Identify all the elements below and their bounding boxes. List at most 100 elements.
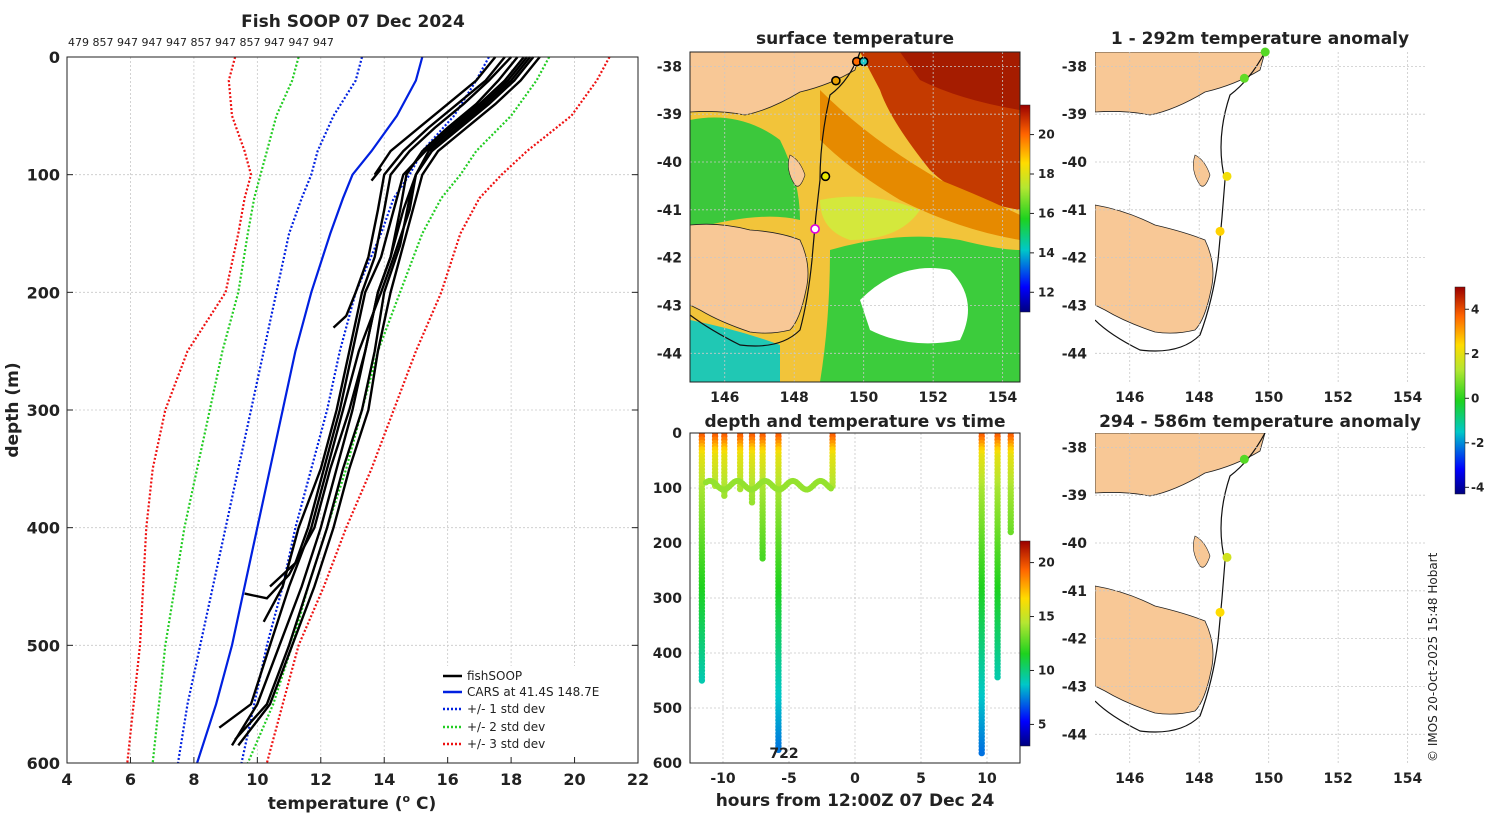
sst-panel: surface temperature 146 148 150 152 154 -38 -3…	[657, 29, 1055, 406]
sst-ytick-label: -44	[657, 346, 683, 362]
credit-text: © IMOS 20-Oct-2025 15:48 Hobart	[1426, 552, 1440, 762]
profile-ticks: 4 6 8 10 12 14 16 18 20 22 0 100 200 300 400 500 600	[27, 48, 650, 789]
timeseries-cast-point	[978, 749, 985, 757]
sst-yellowgreen-patch	[820, 196, 920, 240]
anomaly-colorbar	[1454, 286, 1466, 495]
sst-shelf-contour	[690, 52, 861, 347]
profile-ytick-label: 600	[27, 754, 60, 773]
timeseries-xtick-label: 0	[850, 771, 860, 787]
anomaly1-grid	[1095, 52, 1425, 382]
sst-ytick-label: -38	[657, 59, 682, 75]
sst-ytick-label: -43	[657, 298, 682, 314]
timeseries-colorbar-label: 5	[1038, 717, 1046, 731]
fishsoop-profile-line	[332, 56, 506, 329]
anomaly2-grid	[1095, 433, 1425, 763]
sst-cyan-south	[690, 320, 780, 382]
timeseries-annotation: 722	[769, 746, 798, 762]
timeseries-ytick-label: 0	[672, 426, 682, 442]
profile-ylabel: depth (m)	[3, 362, 23, 457]
sst-ytick-label: -41	[657, 203, 682, 219]
anomaly1-xtick-label: 150	[1254, 390, 1283, 406]
sst-colorbar-label: 16	[1038, 206, 1055, 220]
profile-xtick-label: 12	[310, 770, 332, 789]
profile-xtick-label: 8	[188, 770, 199, 789]
anomaly1-anomaly-point	[1239, 73, 1249, 83]
sst-ticks: 146 148 150 152 154 -38 -39 -40 -41 -42 -43 -44	[657, 59, 1018, 406]
std1-low-line	[176, 56, 364, 764]
legend-label-std1: +/- 1 std dev	[467, 702, 545, 716]
timeseries-xtick-label: -10	[710, 771, 736, 787]
anomaly-colorbar-label: 2	[1471, 347, 1479, 361]
sst-grid	[690, 52, 1020, 382]
std2-low-line	[151, 56, 300, 764]
anomaly1-land-tasmania	[1095, 204, 1214, 334]
timeseries-ytick-label: 600	[653, 756, 682, 772]
profile-xtick-label: 18	[500, 770, 522, 789]
anomaly2-land-flinders	[1193, 535, 1211, 568]
anomaly-colorbar-label: -4	[1471, 480, 1484, 494]
timeseries-panel: depth and temperature vs time -10 -5 0 5 100…	[653, 412, 1055, 811]
timeseries-xtick-label: 10	[977, 771, 997, 787]
profile-xtick-label: 22	[627, 770, 649, 789]
anomaly-colorbar-label: 4	[1471, 302, 1479, 316]
std3-low-line	[126, 56, 253, 764]
anomaly1-ticks: 146 148 150 152 154 -38 -39 -40 -41 -42 -43 -44	[1062, 59, 1423, 406]
anomaly1-shelf-contour	[1095, 52, 1266, 352]
anomaly2-ytick-label: -44	[1062, 727, 1088, 743]
anomaly2-anomaly-point	[1215, 607, 1225, 617]
sst-cast-marker	[831, 75, 841, 86]
legend-label-std3: +/- 3 std dev	[467, 737, 545, 751]
anomaly1-anomaly-point	[1222, 171, 1232, 181]
anomaly2-anomaly-point	[1239, 454, 1249, 464]
profile-title: Fish SOOP 07 Dec 2024	[241, 12, 465, 32]
timeseries-colorbar-label: 20	[1038, 556, 1055, 570]
cars-mean-line	[196, 56, 424, 764]
anomaly1-ytick-label: -44	[1062, 346, 1088, 362]
sst-xtick-label: 148	[780, 390, 809, 406]
sst-cast-marker	[820, 171, 831, 182]
anomaly2-ytick-label: -43	[1062, 679, 1087, 695]
sst-xtick-label: 152	[919, 390, 948, 406]
anomaly2-ytick-label: -39	[1062, 488, 1087, 504]
timeseries-colorbar	[1019, 540, 1031, 747]
timeseries-cast-point	[1007, 528, 1014, 536]
sst-bass-strait-green	[690, 117, 800, 230]
sst-warm-band	[820, 90, 1020, 240]
anomaly1-ytick-label: -42	[1062, 251, 1087, 267]
anomaly-colorbar-ticks: 4 2 0 -2 -4	[1465, 302, 1484, 494]
timeseries-cast-point	[736, 485, 744, 493]
std1-high-line	[240, 56, 490, 764]
sst-colorbar-ticks: 12 14 16 18 20	[1030, 128, 1055, 299]
timeseries-ytick-label: 100	[653, 481, 682, 497]
fishsoop-profile-line	[230, 56, 532, 747]
anomaly2-shelf-contour	[1095, 433, 1266, 733]
timeseries-xtick-label: -5	[781, 771, 797, 787]
anomaly1-title: 1 - 292m temperature anomaly	[1111, 29, 1409, 49]
profile-legend: fishSOOP CARS at 41.4S 148.7E +/- 1 std …	[438, 666, 620, 756]
anomaly1-land-victoria	[1095, 52, 1266, 116]
anomaly2-land-tasmania	[1095, 585, 1214, 715]
anomaly1-ytick-label: -39	[1062, 107, 1087, 123]
anomaly1-xtick-label: 152	[1324, 390, 1353, 406]
profile-xtick-label: 16	[437, 770, 459, 789]
profile-xtick-label: 20	[563, 770, 585, 789]
profile-ytick-label: 300	[27, 401, 60, 420]
anomaly1-ytick-label: -38	[1062, 59, 1087, 75]
anomaly2-ytick-label: -38	[1062, 440, 1087, 456]
anomaly1-ytick-label: -43	[1062, 298, 1087, 314]
anomaly1-panel: 1 - 292m temperature anomaly 146 148 150 15…	[1062, 29, 1425, 406]
anomaly2-xtick-label: 154	[1393, 771, 1422, 787]
std2-high-line	[246, 56, 551, 764]
sst-ytick-label: -40	[657, 155, 683, 171]
legend-label-cars: CARS at 41.4S 148.7E	[467, 685, 599, 699]
anomaly-colorbar-label: -2	[1471, 436, 1484, 450]
anomaly2-ytick-label: -40	[1062, 536, 1088, 552]
anomaly2-ytick-label: -41	[1062, 584, 1087, 600]
anomaly1-xtick-label: 154	[1393, 390, 1422, 406]
timeseries-xlabel: hours from 12:00Z 07 Dec 24	[716, 791, 995, 811]
anomaly2-ticks: 146 148 150 152 154 -38 -39 -40 -41 -42 -43 -44	[1062, 440, 1423, 787]
fishsoop-profile-line	[370, 56, 497, 182]
anomaly1-ytick-label: -41	[1062, 203, 1087, 219]
anomaly1-anomaly-point	[1215, 226, 1225, 236]
anomaly2-ytick-label: -42	[1062, 632, 1087, 648]
